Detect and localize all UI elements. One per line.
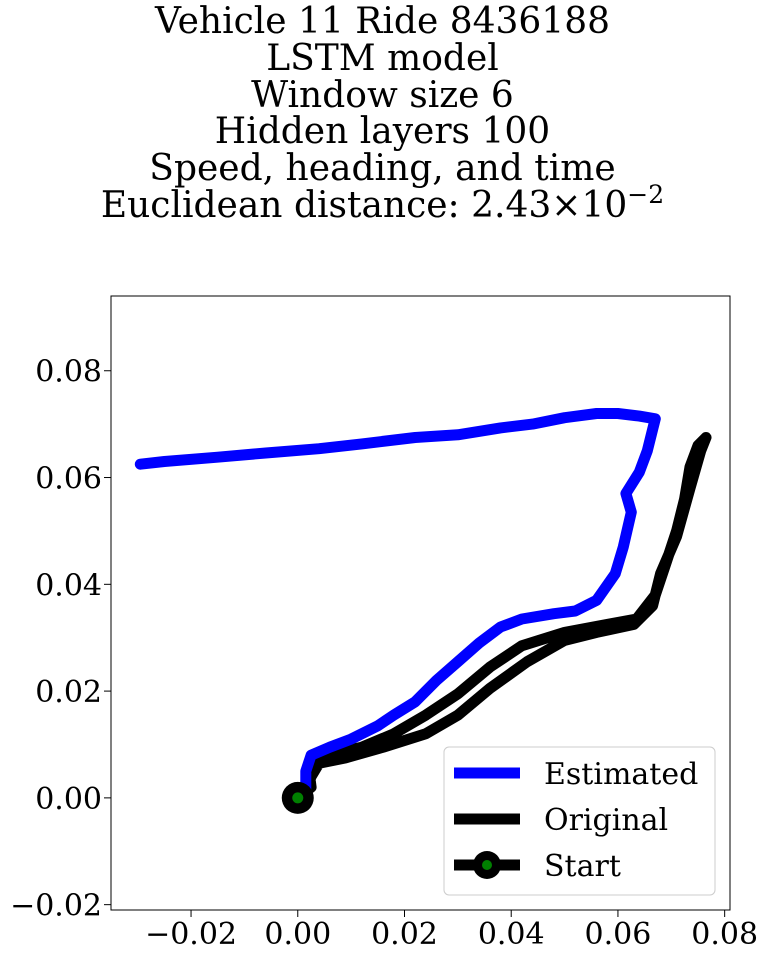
distance-times: × — [551, 184, 582, 226]
legend-marker-center — [482, 860, 492, 870]
distance-mantissa: 2.43 — [471, 184, 552, 226]
legend-label-original: Original — [544, 803, 668, 838]
x-tick-label: 0.02 — [371, 917, 438, 952]
legend-label-estimated: Estimated — [544, 757, 698, 792]
series-layer — [134, 408, 712, 814]
x-tick-label: −0.02 — [145, 917, 237, 952]
legend-box — [443, 746, 716, 896]
series-line-original — [292, 432, 712, 804]
x-tick-label: 0.06 — [585, 917, 652, 952]
start-marker-center — [292, 792, 304, 804]
plot-frame — [110, 295, 731, 911]
ticks-layer: −0.02 0.00 0.02 0.04 0.06 0.08 −0.02 0.00 0.02 0.… — [10, 355, 758, 952]
title-line-distance: Euclidean distance: 2.43×10−2 — [0, 180, 765, 226]
title-line-4: Hidden layers 100 — [214, 111, 551, 153]
legend-label-start: Start — [544, 849, 621, 884]
title-line-2: LSTM model — [266, 37, 499, 79]
title-line-1: Vehicle 11 Ride 8436188 — [154, 1, 611, 42]
x-tick-label: 0.04 — [478, 917, 545, 952]
y-tick-label: 0.06 — [35, 462, 102, 497]
series-line-estimated — [134, 408, 661, 804]
x-tick-label: 0.08 — [691, 917, 758, 952]
x-tick-label: 0.00 — [264, 917, 331, 952]
legend: Estimated Original Start — [443, 746, 716, 896]
distance-exponent: −2 — [627, 179, 665, 209]
chart-title: Vehicle 11 Ride 8436188 LSTM model Windo… — [0, 1, 765, 226]
y-tick-label: 0.08 — [35, 355, 102, 390]
y-tick-label: 0.02 — [35, 675, 102, 710]
title-line-3: Window size 6 — [251, 74, 514, 116]
y-tick-label: −0.02 — [10, 889, 102, 924]
y-tick-label: 0.00 — [35, 782, 102, 817]
y-tick-label: 0.04 — [35, 568, 102, 603]
distance-base: 10 — [581, 184, 628, 226]
title-line-5: Speed, heading, and time — [149, 148, 616, 190]
distance-prefix: Euclidean distance: — [100, 184, 472, 226]
